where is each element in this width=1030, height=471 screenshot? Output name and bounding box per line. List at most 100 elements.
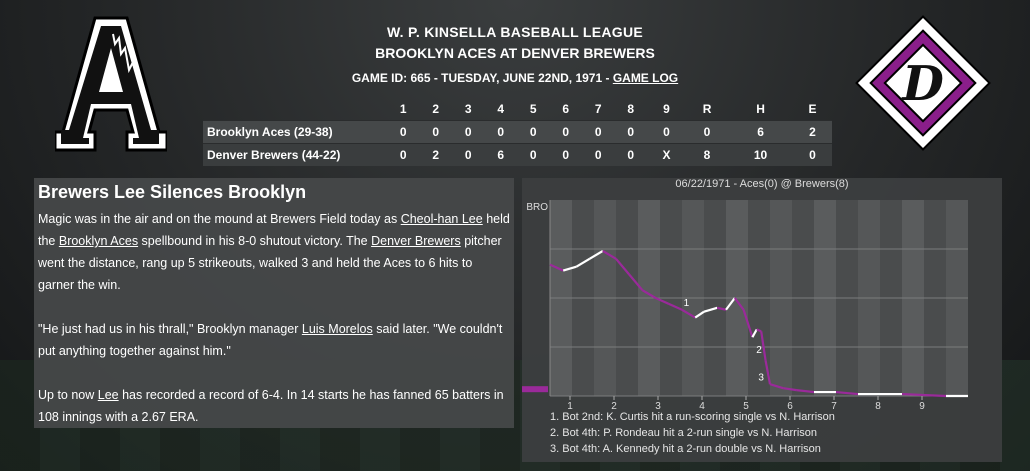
game-log-link[interactable]: GAME LOG (612, 71, 679, 85)
col-header: 2 (432, 102, 440, 116)
series-segment (575, 257, 591, 268)
errors-cell: 0 (793, 143, 832, 166)
story-text: pitcher went the distance, rang up 5 str… (38, 234, 502, 292)
hits-cell: 10 (728, 143, 794, 166)
series-segment (756, 328, 762, 333)
game-story: Brewers Lee Silences Brooklyn Magic was … (34, 178, 514, 428)
chart-notes: 1. Bot 2nd: K. Curtis hit a run-scoring … (550, 409, 835, 457)
col-header: 7 (594, 102, 602, 116)
series-segment (628, 273, 644, 291)
score-cell: 2 (419, 143, 452, 166)
brewers-logo: D (855, 15, 991, 151)
series-segment (562, 265, 577, 272)
series-segment (703, 306, 718, 313)
team-name[interactable]: Brooklyn Aces (29-38) (203, 120, 387, 144)
series-segment (764, 360, 772, 385)
series-segment (760, 331, 767, 361)
series-segment (725, 297, 736, 311)
errors-cell: 2 (793, 120, 832, 144)
linescore-row-brewers: Denver Brewers (44-22) 0 2 0 6 0 0 0 0 X… (203, 143, 832, 166)
col-header: 3 (464, 102, 472, 116)
player-link-lee-2[interactable]: Lee (97, 388, 119, 402)
svg-text:D: D (900, 56, 944, 112)
story-text: "He just had us in his thrall," Brooklyn… (38, 322, 302, 336)
x-tick-label: 9 (919, 401, 925, 412)
game-info-text: GAME ID: 665 - TUESDAY, JUNE 22ND, 1971 … (351, 71, 613, 85)
score-cell: 0 (582, 120, 615, 144)
series-segment (769, 383, 784, 390)
x-tick-label: 2 (611, 401, 617, 412)
series-segment (681, 308, 696, 319)
series-segment (783, 387, 797, 392)
score-cell: 0 (452, 120, 485, 144)
score-cell: 0 (484, 120, 517, 144)
chart-note: 1. Bot 2nd: K. Curtis hit a run-scoring … (550, 411, 835, 423)
col-header: E (808, 102, 817, 116)
score-cell: 0 (549, 143, 582, 166)
score-cell: 0 (614, 143, 647, 166)
col-header: 6 (562, 102, 570, 116)
series-segment (694, 310, 705, 319)
event-marker: 3 (758, 372, 764, 383)
score-cell: 0 (647, 120, 686, 144)
score-cell: 0 (517, 120, 550, 144)
col-header: 5 (529, 102, 537, 116)
col-header: 4 (497, 102, 505, 116)
col-header: R (702, 102, 712, 116)
x-tick-label: 4 (699, 401, 705, 412)
series-segment (589, 250, 604, 260)
x-tick-label: 5 (743, 401, 749, 412)
story-paragraph: "He just had us in his thrall," Brooklyn… (38, 318, 510, 362)
chart-note: 2. Bot 4th: P. Rondeau hit a 2-run singl… (550, 427, 817, 439)
score-cell: 6 (484, 143, 517, 166)
story-text: held the (38, 212, 510, 248)
x-tick-label: 1 (567, 401, 573, 412)
chart-svg: BRO 1 2 3 4 5 6 7 8 9 1 2 3 (522, 200, 968, 412)
series-segment (641, 289, 657, 299)
score-cell: 0 (549, 120, 582, 144)
series-segment (901, 392, 947, 398)
x-tick-label: 7 (831, 401, 837, 412)
story-paragraph: Magic was in the air and on the mound at… (38, 208, 510, 296)
story-text: said later. "We couldn't put anything to… (38, 322, 503, 358)
story-headline: Brewers Lee Silences Brooklyn (38, 182, 307, 202)
team-link-brewers[interactable]: Denver Brewers (371, 234, 461, 248)
col-header: 8 (627, 102, 635, 116)
score-cell: 0 (419, 120, 452, 144)
manager-link-morelos[interactable]: Luis Morelos (301, 322, 373, 336)
score-cell: 0 (517, 143, 550, 166)
series-segment (655, 296, 670, 305)
story-paragraph: Up to now Lee has recorded a record of 6… (38, 384, 510, 428)
linescore-row-aces: Brooklyn Aces (29-38) 0 0 0 0 0 0 0 0 0 … (203, 120, 832, 144)
x-tick-label: 6 (787, 401, 793, 412)
y-top-label: BRO (526, 202, 548, 213)
score-cell: 0 (387, 143, 420, 166)
story-text: Up to now (38, 388, 98, 402)
team-link-aces[interactable]: Brooklyn Aces (58, 234, 139, 248)
col-header: 9 (663, 102, 670, 116)
story-text: spellbound in his 8-0 shutout victory. T… (138, 234, 372, 248)
col-header: H (756, 102, 765, 116)
player-link-lee[interactable]: Cheol-han Lee (400, 212, 483, 226)
series-segment (668, 302, 683, 311)
linescore-table: 1 2 3 4 5 6 7 8 9 R H E Brooklyn Aces (2… (203, 98, 832, 166)
series-segment (615, 258, 631, 276)
score-cell: 0 (582, 143, 615, 166)
team-name[interactable]: Denver Brewers (44-22) (203, 143, 387, 166)
series-segment (733, 297, 745, 311)
series-segment (742, 309, 754, 338)
score-cell: X (647, 143, 686, 166)
col-header: 1 (399, 102, 407, 116)
aces-logo (55, 16, 167, 152)
story-text: has recorded a record of 6-4. In 14 star… (38, 388, 504, 424)
x-tick-label: 3 (655, 401, 661, 412)
matchup-title: BROOKLYN ACES AT DENVER BREWERS (375, 45, 655, 61)
league-title: W. P. KINSELLA BASEBALL LEAGUE (386, 24, 644, 40)
series-segment (716, 306, 727, 311)
game-info: GAME ID: 665 - TUESDAY, JUNE 22ND, 1971 … (200, 71, 830, 85)
series-segment (751, 328, 758, 338)
series-segment (796, 389, 815, 394)
score-cell: 0 (452, 143, 485, 166)
series-segment (549, 263, 564, 272)
chart-note: 3. Bot 4th: A. Kennedy hit a 2-run doubl… (550, 443, 821, 455)
